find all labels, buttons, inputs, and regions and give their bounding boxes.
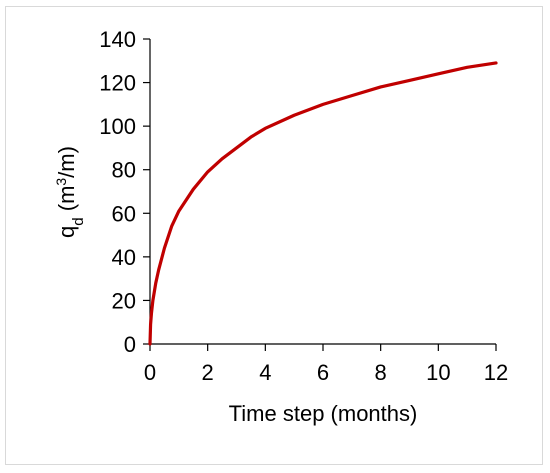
y-tick-label: 140	[99, 27, 136, 52]
y-axis-title-subscript: d	[70, 217, 87, 225]
y-tick-label: 60	[112, 201, 136, 226]
series-layer	[148, 61, 498, 346]
y-axis-title-main: q	[54, 226, 79, 238]
x-tick-label: 8	[375, 360, 387, 385]
y-axis-title-unit-superscript: 3	[53, 178, 69, 186]
x-tick-label: 4	[259, 360, 271, 385]
ticks: 0 20 40 60 80 100 120 140 0 2 4 6 8 10 12	[99, 27, 508, 385]
axes	[149, 39, 496, 345]
x-tick-label: 0	[144, 360, 156, 385]
y-tick-label: 80	[112, 158, 136, 183]
x-tick-label: 10	[426, 360, 450, 385]
x-tick-label: 2	[202, 360, 214, 385]
y-tick-label: 0	[124, 332, 136, 357]
y-tick-label: 40	[112, 245, 136, 270]
series-line-0	[148, 61, 498, 346]
x-tick-label: 6	[317, 360, 329, 385]
y-tick-label: 100	[99, 114, 136, 139]
y-axis-title-unit-suffix: /m)	[54, 146, 79, 178]
x-axis-title: Time step (months)	[229, 401, 418, 426]
y-axis-title-unit-prefix: (m	[54, 186, 79, 218]
y-tick-label: 120	[99, 71, 136, 96]
y-tick-label: 20	[112, 288, 136, 313]
x-tick-label: 12	[484, 360, 508, 385]
chart-frame	[5, 6, 543, 465]
y-axis-title: qd (m3/m)	[53, 146, 87, 238]
